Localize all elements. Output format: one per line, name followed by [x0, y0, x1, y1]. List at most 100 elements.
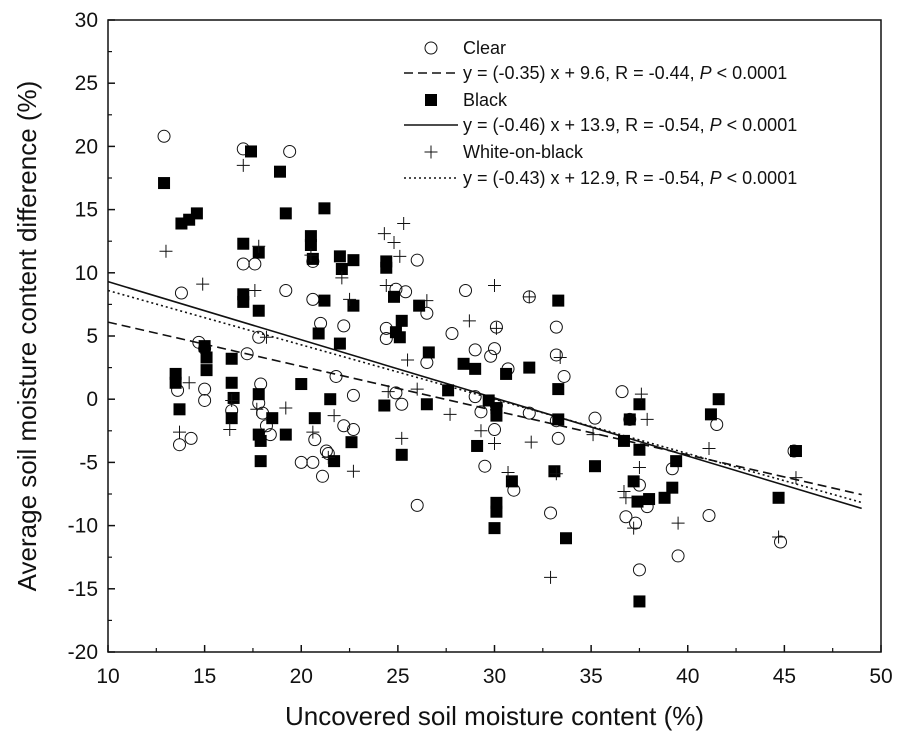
axis-ticks: 10 15 20 25 30 35 40 45 50 -20 -15 -10 -5 0 5 10 15 20 25 3…	[68, 9, 893, 688]
x-axis-title: Uncovered soil moisture content (%)	[285, 701, 704, 731]
data-point	[488, 436, 501, 450]
data-point	[488, 278, 501, 292]
data-point	[173, 425, 187, 439]
legend-marker	[424, 145, 438, 159]
y-tick-label: 10	[75, 262, 98, 285]
data-point	[442, 384, 455, 397]
data-point	[633, 398, 646, 411]
data-point	[474, 424, 488, 438]
data-point	[306, 455, 320, 469]
data-point	[420, 398, 433, 411]
data-point	[182, 376, 196, 390]
data-point	[387, 235, 401, 249]
data-point	[671, 549, 685, 563]
legend: Clear y = (-0.35) x + 9.6, R = -0.44, P <…	[404, 38, 797, 188]
data-point	[548, 465, 561, 478]
data-point	[378, 399, 391, 412]
data-points	[157, 129, 803, 608]
data-point	[789, 445, 802, 458]
data-point	[422, 346, 435, 359]
data-point	[640, 412, 654, 426]
x-tick-label: 15	[193, 665, 216, 688]
data-point	[190, 207, 203, 220]
data-point	[184, 431, 198, 445]
data-point	[397, 217, 411, 231]
data-point	[250, 402, 264, 416]
x-tick-label: 10	[96, 665, 119, 688]
data-point	[279, 207, 292, 220]
data-point	[632, 563, 646, 577]
data-point	[666, 481, 679, 494]
data-point	[198, 393, 212, 407]
data-point	[586, 428, 600, 442]
data-point	[379, 278, 393, 292]
data-point	[619, 491, 633, 505]
data-point	[393, 331, 406, 344]
legend-label: Clear	[463, 38, 506, 58]
data-point	[381, 385, 395, 399]
data-point	[627, 521, 641, 535]
data-point	[560, 532, 573, 545]
data-point	[468, 390, 482, 404]
legend-marker	[424, 41, 438, 55]
data-point	[173, 438, 187, 452]
data-point	[225, 393, 239, 407]
data-point	[623, 413, 636, 426]
fit-line-clear	[107, 321, 862, 496]
data-point	[379, 332, 393, 346]
data-point	[445, 326, 459, 340]
data-point	[346, 388, 360, 402]
data-point	[410, 498, 424, 512]
data-point	[712, 393, 725, 406]
data-point	[279, 428, 292, 441]
data-point	[347, 254, 360, 267]
data-point	[544, 506, 558, 520]
data-point	[337, 419, 351, 433]
data-point	[252, 428, 265, 441]
data-point	[306, 425, 320, 439]
data-point	[501, 466, 515, 480]
data-point	[294, 455, 308, 469]
data-point	[704, 408, 717, 421]
data-point	[200, 351, 213, 364]
data-point	[248, 257, 262, 271]
x-tick-label: 40	[676, 665, 699, 688]
data-point	[549, 348, 563, 362]
data-point	[789, 471, 803, 485]
data-point	[225, 412, 238, 425]
data-point	[196, 277, 210, 291]
data-point	[306, 292, 320, 306]
data-point	[488, 423, 501, 437]
data-point	[702, 441, 716, 455]
data-point	[333, 250, 346, 263]
data-point	[671, 516, 685, 530]
y-tick-label: 15	[75, 199, 98, 222]
x-tick-label: 20	[290, 665, 313, 688]
data-point	[500, 367, 513, 380]
series-clear	[157, 129, 801, 577]
data-point	[198, 382, 212, 396]
y-tick-label: 0	[86, 388, 98, 411]
data-point	[553, 350, 567, 364]
data-point	[237, 237, 250, 250]
data-point	[468, 343, 482, 357]
data-point	[774, 535, 788, 549]
legend-fit-equation: y = (-0.43) x + 12.9, R = -0.54, P < 0.0…	[463, 168, 797, 188]
x-tick-label: 30	[483, 665, 506, 688]
data-point	[549, 320, 563, 334]
data-point	[410, 253, 424, 267]
data-point	[772, 491, 785, 504]
data-point	[395, 431, 409, 445]
data-point	[549, 467, 563, 481]
y-axis-title: Average soil moisture content difference…	[12, 81, 42, 592]
data-point	[544, 570, 558, 584]
data-point	[401, 353, 415, 367]
data-point	[304, 238, 317, 251]
data-point	[395, 448, 408, 461]
data-point	[522, 290, 536, 304]
data-point	[634, 387, 648, 401]
data-point	[484, 349, 498, 363]
data-point	[393, 249, 407, 263]
data-point	[306, 252, 319, 265]
data-point	[236, 158, 250, 172]
